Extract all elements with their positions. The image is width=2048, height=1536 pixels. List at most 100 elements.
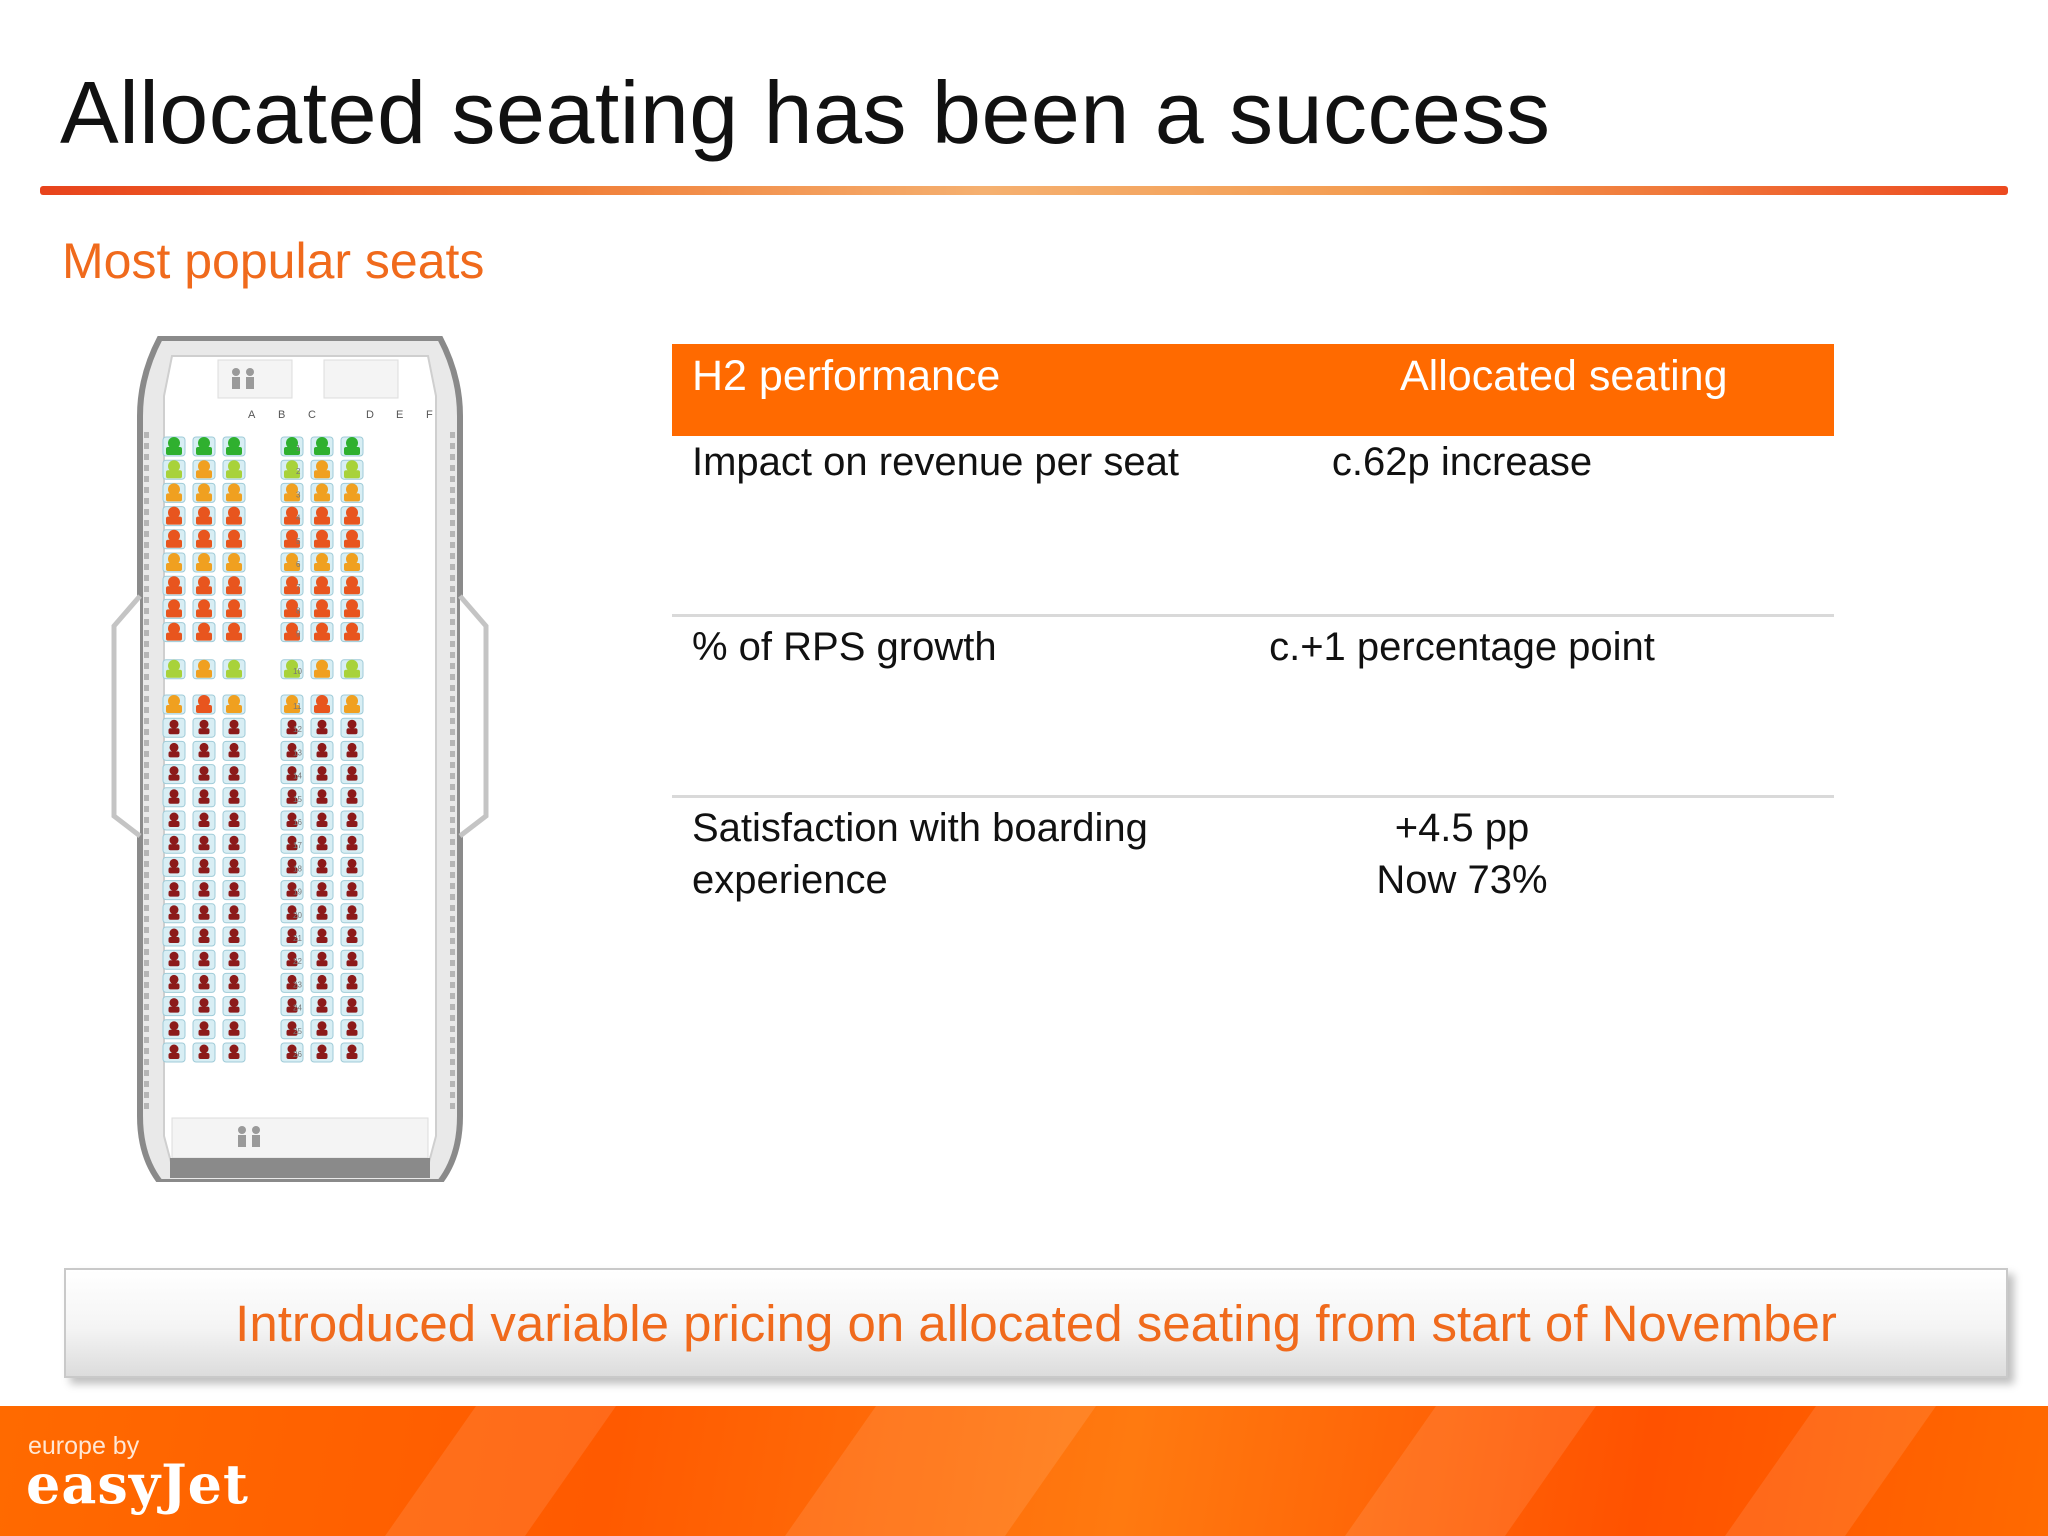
window-marker — [450, 509, 455, 515]
seat — [310, 1042, 334, 1063]
seat-row-number: 13 — [293, 748, 302, 757]
header-h2-performance: H2 performance — [692, 352, 1001, 400]
window-marker — [450, 949, 455, 955]
window-marker — [450, 1103, 455, 1109]
seat — [310, 552, 334, 573]
seat — [310, 436, 334, 457]
window-marker — [450, 773, 455, 779]
window-marker — [450, 597, 455, 603]
performance-table: H2 performance Allocated seating Impact … — [672, 344, 1834, 976]
window-marker — [450, 718, 455, 724]
seat — [162, 459, 186, 480]
seat — [222, 996, 246, 1017]
seat — [222, 482, 246, 503]
slide-title: Allocated seating has been a success — [60, 63, 1551, 162]
window-marker — [144, 586, 149, 592]
seat — [192, 949, 216, 970]
window-marker — [144, 762, 149, 768]
seat — [162, 552, 186, 573]
window-marker — [144, 432, 149, 438]
seat — [310, 575, 334, 596]
window-marker — [144, 1103, 149, 1109]
window-marker — [450, 740, 455, 746]
window-marker — [450, 1004, 455, 1010]
seat — [222, 880, 246, 901]
window-marker — [450, 872, 455, 878]
window-marker — [450, 1092, 455, 1098]
seat — [310, 506, 334, 527]
window-marker — [144, 1059, 149, 1065]
seat — [340, 856, 364, 877]
window-marker — [144, 993, 149, 999]
seat-row-number: 22 — [293, 957, 302, 966]
seat — [222, 529, 246, 550]
seat — [162, 880, 186, 901]
seat — [310, 880, 334, 901]
seat — [222, 787, 246, 808]
seat — [310, 740, 334, 761]
window-marker — [450, 1070, 455, 1076]
seat — [280, 926, 304, 947]
title-divider — [40, 186, 2008, 195]
window-marker — [450, 663, 455, 669]
seat — [192, 575, 216, 596]
seat-row-number: 20 — [293, 911, 302, 920]
window-marker — [450, 432, 455, 438]
seat — [162, 482, 186, 503]
seat — [340, 459, 364, 480]
window-marker — [450, 828, 455, 834]
window-marker — [144, 663, 149, 669]
seat-row-number: 4 — [296, 514, 301, 523]
seat — [162, 1019, 186, 1040]
seat — [340, 598, 364, 619]
seat — [162, 575, 186, 596]
seat — [280, 436, 304, 457]
seat — [310, 459, 334, 480]
right-wing — [458, 594, 489, 838]
seat-row-number: 8 — [296, 606, 301, 615]
seat-row-number: 2 — [296, 467, 301, 476]
seat-row-number: 5 — [296, 537, 301, 546]
window-marker — [450, 1059, 455, 1065]
window-marker — [450, 784, 455, 790]
seat — [280, 787, 304, 808]
seat — [222, 694, 246, 715]
easyjet-logo: easyJet — [26, 1452, 249, 1516]
window-marker — [144, 641, 149, 647]
seat-row-number: 15 — [293, 795, 302, 804]
seat — [192, 529, 216, 550]
window-marker — [144, 564, 149, 570]
window-marker — [450, 1015, 455, 1021]
seat — [192, 787, 216, 808]
seat-row-number: 9 — [296, 630, 301, 639]
window-marker — [450, 927, 455, 933]
seat-row-number: 7 — [296, 583, 301, 592]
seat — [340, 482, 364, 503]
seat — [280, 1019, 304, 1040]
window-marker — [144, 597, 149, 603]
window-marker — [450, 564, 455, 570]
seat — [162, 810, 186, 831]
seat — [192, 972, 216, 993]
window-marker — [450, 971, 455, 977]
window-marker — [450, 696, 455, 702]
window-marker — [450, 553, 455, 559]
row-value-line: +4.5 pp — [1394, 806, 1530, 850]
window-marker — [144, 971, 149, 977]
window-marker — [144, 707, 149, 713]
window-marker — [144, 883, 149, 889]
window-marker — [144, 795, 149, 801]
seat — [310, 764, 334, 785]
seat-column-letter: C — [308, 409, 316, 421]
table-row: Satisfaction with boarding experience +4… — [672, 798, 1834, 976]
window-marker — [144, 520, 149, 526]
seat — [280, 575, 304, 596]
lavatory-icon — [238, 1126, 260, 1147]
seat — [192, 833, 216, 854]
seat — [340, 622, 364, 643]
seat — [280, 856, 304, 877]
row-metric-line: Satisfaction with boarding — [692, 806, 1148, 850]
window-marker — [450, 476, 455, 482]
seat-row-number: 16 — [293, 818, 302, 827]
seat — [192, 717, 216, 738]
